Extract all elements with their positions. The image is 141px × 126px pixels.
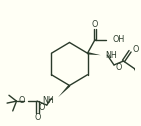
Polygon shape xyxy=(58,85,70,97)
Text: O: O xyxy=(92,20,98,29)
Text: OH: OH xyxy=(112,35,124,44)
Text: O: O xyxy=(133,45,139,54)
Text: NH: NH xyxy=(105,51,117,60)
Text: NH: NH xyxy=(43,96,54,105)
Text: O: O xyxy=(38,103,45,112)
Text: O: O xyxy=(19,96,25,105)
Polygon shape xyxy=(87,52,101,55)
Text: O: O xyxy=(34,113,40,122)
Text: O: O xyxy=(116,63,122,72)
